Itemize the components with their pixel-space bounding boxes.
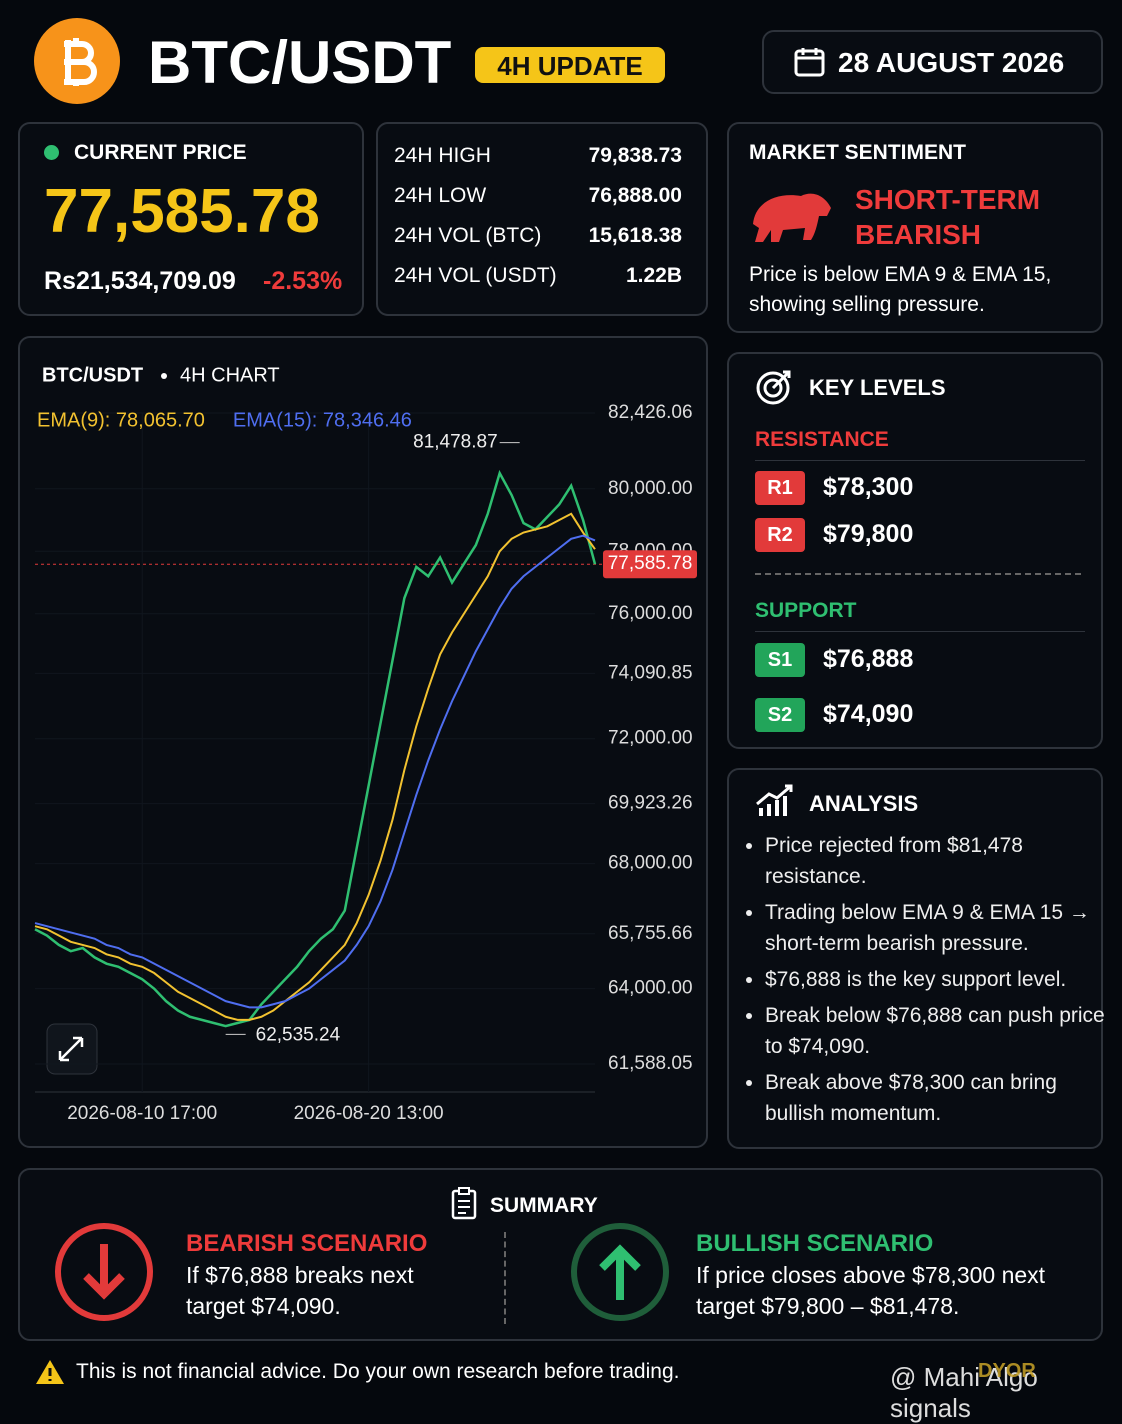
annotation-label: 81,478.87 — [413, 432, 498, 453]
y-tick-label: 82,426.06 — [608, 402, 693, 423]
level-value: $74,090 — [823, 700, 914, 728]
clipboard-icon — [451, 1187, 477, 1220]
level-tag: S2 — [755, 698, 805, 732]
y-tick-label: 69,923.26 — [608, 793, 693, 814]
chart: BTC/USDT 4H CHART 82,426.0680,000.0078,0… — [34, 364, 697, 1124]
calendar-icon — [794, 48, 825, 77]
date: 28 AUGUST 2026 — [838, 47, 1065, 78]
bearish-icon — [55, 1223, 153, 1321]
analysis-icon — [756, 784, 793, 816]
stat-label: 24H VOL (BTC) — [394, 224, 542, 247]
analysis-item: Price rejected from $81,478 resistance. — [765, 830, 1105, 892]
bullish-text: If price closes above $78,300 next targe… — [696, 1262, 1046, 1319]
dashed-divider — [755, 573, 1081, 575]
price-label: CURRENT PRICE — [74, 141, 247, 164]
level-tag: R1 — [755, 471, 805, 505]
price-change: -2.53% — [263, 267, 343, 295]
stat-value: 79,838.73 — [588, 144, 682, 167]
y-tick-label: 72,000.00 — [608, 728, 693, 749]
divider — [504, 1232, 506, 1324]
legend-entry: EMA(9): 78,065.70 — [37, 409, 205, 431]
badge: 4H UPDATE — [475, 47, 665, 83]
divider — [755, 631, 1085, 632]
y-tick-label: 74,090.85 — [608, 662, 693, 683]
y-tick-label: 61,588.05 — [608, 1053, 693, 1074]
level-tag: R2 — [755, 518, 805, 552]
disclaimer: This is not financial advice. Do your ow… — [76, 1360, 680, 1383]
ema-line — [34, 534, 596, 1009]
bullish-title: BULLISH SCENARIO — [696, 1230, 934, 1257]
price-inr: Rs21,534,709.09 — [44, 267, 236, 295]
analysis-item: Break below $76,888 can push price to $7… — [765, 1000, 1105, 1062]
y-tick-label: 80,000.00 — [608, 478, 693, 499]
summary-title: SUMMARY — [490, 1194, 598, 1217]
stat-label: 24H VOL (USDT) — [394, 264, 557, 287]
analysis-item: Trading below EMA 9 & EMA 15 → short-ter… — [765, 897, 1105, 959]
analysis-item: $76,888 is the key support level. — [765, 964, 1105, 995]
resistance-label: RESISTANCE — [755, 428, 889, 451]
ema-line — [34, 512, 596, 1021]
separator-dot — [161, 373, 167, 379]
last-price-label: 77,585.78 — [608, 553, 693, 574]
bearish-title: BEARISH SCENARIO — [186, 1230, 428, 1257]
stat-value: 76,888.00 — [588, 184, 682, 207]
y-tick-label: 65,755.66 — [608, 923, 693, 944]
y-tick-label: 68,000.00 — [608, 853, 693, 874]
analysis-list: Price rejected from $81,478 resistance.T… — [747, 830, 1105, 1134]
chart-panel: BTC/USDT 4H CHART 82,426.0680,000.0078,0… — [18, 336, 708, 1148]
watermark-tag: DYOR — [978, 1360, 1036, 1382]
y-tick-label: 64,000.00 — [608, 978, 693, 999]
stat-label: 24H HIGH — [394, 144, 491, 167]
legend-entry: EMA(15): 78,346.46 — [233, 409, 412, 431]
x-tick-label: 2026-08-20 13:00 — [294, 1103, 444, 1124]
level-tag: S1 — [755, 643, 805, 677]
warning-icon — [36, 1360, 64, 1384]
bitcoin-icon — [34, 18, 120, 104]
annotation-label: 62,535.24 — [256, 1024, 341, 1045]
bullish-icon — [571, 1223, 669, 1321]
stat-value: 15,618.38 — [588, 224, 682, 247]
level-value: $79,800 — [823, 520, 914, 548]
last-price-tag — [603, 550, 697, 579]
target-icon — [756, 370, 791, 405]
price-panel: CURRENT PRICE 77,585.78 Rs21,534,709.09 … — [18, 122, 364, 316]
divider — [755, 460, 1085, 461]
stats-panel: 24H HIGH 79,838.73 24H LOW 76,888.00 24H VOL… — [376, 122, 708, 316]
price-line — [34, 469, 597, 1028]
price-value: 77,585.78 — [44, 177, 320, 246]
level-value: $76,888 — [823, 645, 914, 673]
levels-title: KEY LEVELS — [809, 375, 946, 400]
sentiment-status: SHORT-TERM BEARISH — [855, 184, 1041, 250]
stat-label: 24H LOW — [394, 184, 487, 207]
analysis-panel: ANALYSIS Price rejected from $81,478 res… — [727, 768, 1105, 1149]
stat-value: 1.22B — [625, 264, 682, 287]
date-box: 28 AUGUST 2026 — [762, 30, 1103, 94]
analysis-item: Break above $78,300 can bring bullish mo… — [765, 1067, 1105, 1129]
y-tick-label: 76,000.00 — [608, 603, 693, 624]
expand-icon — [58, 1036, 84, 1062]
bear-icon — [753, 193, 831, 242]
key-levels-panel: KEY LEVELS RESISTANCE SUPPORT R1 $78,300 R… — [727, 352, 1103, 749]
support-label: SUPPORT — [755, 599, 857, 622]
bearish-text: If $76,888 breaks next target $74,090. — [186, 1262, 414, 1319]
title: BTC/USDT — [148, 29, 452, 96]
summary-panel: SUMMARY BEARISH SCENARIO If $76,888 brea… — [18, 1168, 1103, 1341]
chart-subtitle: 4H CHART — [180, 364, 280, 386]
analysis-title: ANALYSIS — [809, 791, 919, 816]
sentiment-text: Price is below EMA 9 & EMA 15, showing s… — [749, 263, 1052, 316]
sentiment-panel: MARKET SENTIMENT SHORT-TERM BEARISH Pric… — [727, 122, 1103, 333]
x-tick-label: 2026-08-10 17:00 — [67, 1103, 217, 1124]
level-value: $78,300 — [823, 473, 914, 501]
sentiment-title: MARKET SENTIMENT — [749, 141, 966, 164]
live-dot — [44, 145, 59, 160]
chart-title: BTC/USDT — [42, 364, 143, 386]
